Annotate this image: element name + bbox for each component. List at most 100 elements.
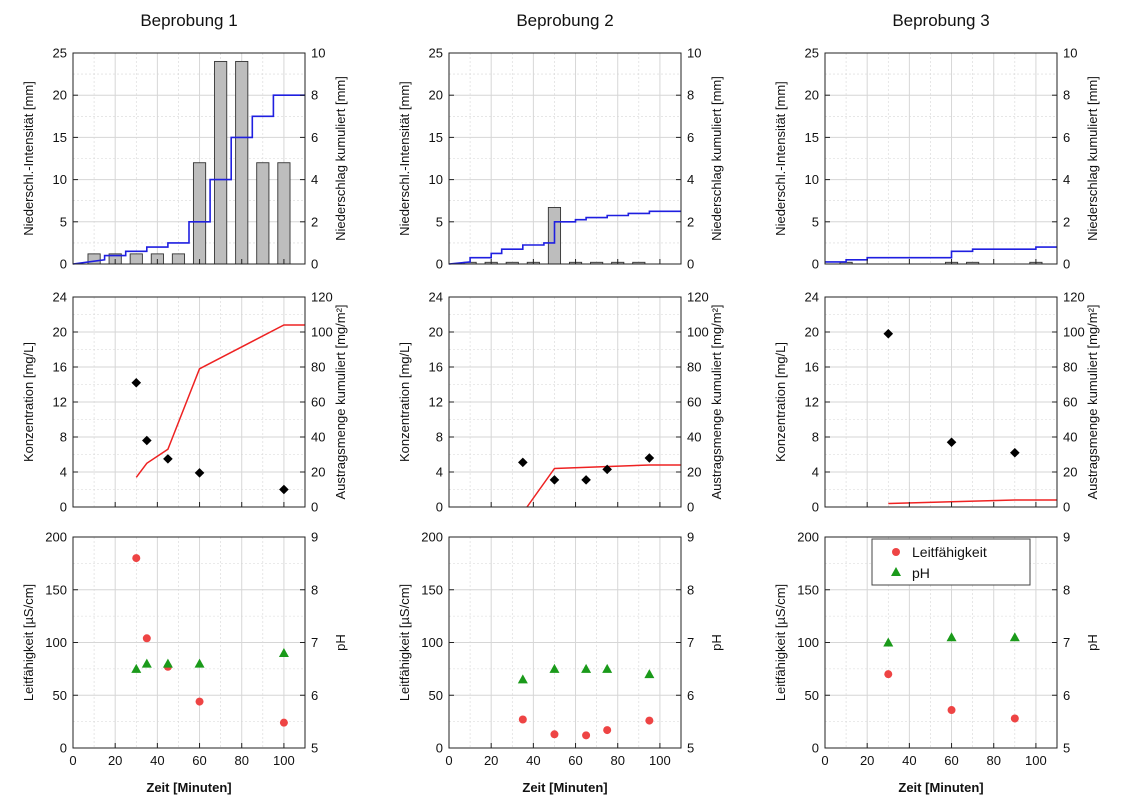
right-tick-label: 5 <box>1063 741 1070 756</box>
data-layer <box>72 60 1057 740</box>
left-tick-label: 0 <box>436 257 443 272</box>
left-tick-label: 4 <box>812 465 819 480</box>
conductivity-point <box>603 726 612 735</box>
left-tick-label: 0 <box>812 500 819 515</box>
left-tick-label: 16 <box>429 360 443 375</box>
x-tick-label: 20 <box>108 753 122 768</box>
right-tick-label: 2 <box>687 214 694 229</box>
legend-marker-ph <box>891 567 901 576</box>
right-tick-label: 4 <box>1063 172 1070 187</box>
left-tick-label: 20 <box>429 325 443 340</box>
left-axis-label: Konzentration [mg/L] <box>397 342 412 462</box>
left-tick-label: 0 <box>60 741 67 756</box>
right-tick-label: 6 <box>687 130 694 145</box>
plot-frame <box>72 52 306 265</box>
ph-point <box>883 637 894 647</box>
right-tick-label: 9 <box>687 530 694 545</box>
left-tick-label: 8 <box>60 430 67 445</box>
left-tick-label: 5 <box>812 214 819 229</box>
left-tick-label: 150 <box>797 582 819 597</box>
right-axis-label: Niederschlag kumuliert [mm] <box>333 76 348 241</box>
right-tick-label: 40 <box>311 430 325 445</box>
ph-point <box>517 674 528 684</box>
left-tick-label: 100 <box>797 635 819 650</box>
concentration-point <box>581 475 591 485</box>
left-tick-label: 5 <box>60 214 67 229</box>
left-tick-label: 24 <box>805 290 819 305</box>
right-tick-label: 60 <box>687 395 701 410</box>
ph-point <box>131 663 142 673</box>
left-tick-label: 16 <box>805 360 819 375</box>
left-tick-label: 20 <box>805 325 819 340</box>
right-tick-label: 0 <box>687 500 694 515</box>
right-tick-label: 6 <box>1063 130 1070 145</box>
left-tick-label: 0 <box>60 500 67 515</box>
x-tick-label: 20 <box>484 753 498 768</box>
plot-frame <box>448 52 682 265</box>
right-tick-label: 60 <box>1063 395 1077 410</box>
right-tick-label: 8 <box>1063 582 1070 597</box>
left-axis-label: Niederschl.-Intensität [mm] <box>21 81 36 236</box>
ph-point <box>194 658 205 668</box>
conductivity-point <box>645 716 654 725</box>
right-tick-label: 8 <box>687 582 694 597</box>
right-axis-label: Austragsmenge kumuliert [mg/m²] <box>333 304 348 499</box>
ph-point <box>1009 632 1020 642</box>
left-axis-label: Konzentration [mg/L] <box>21 342 36 462</box>
right-axis-label: Austragsmenge kumuliert [mg/m²] <box>1085 304 1100 499</box>
left-tick-label: 100 <box>45 635 67 650</box>
right-tick-label: 2 <box>1063 214 1070 229</box>
right-tick-label: 4 <box>311 172 318 187</box>
left-tick-label: 12 <box>429 395 443 410</box>
right-tick-label: 0 <box>311 257 318 272</box>
right-tick-label: 8 <box>687 88 694 103</box>
left-tick-label: 20 <box>805 88 819 103</box>
left-tick-label: 12 <box>53 395 67 410</box>
right-tick-label: 4 <box>687 172 694 187</box>
x-tick-label: 40 <box>150 753 164 768</box>
left-axis-label: Leitfähigkeit [µS/cm] <box>773 584 788 701</box>
right-tick-label: 20 <box>687 465 701 480</box>
left-tick-label: 24 <box>53 290 67 305</box>
left-tick-label: 15 <box>429 130 443 145</box>
left-tick-label: 25 <box>429 46 443 61</box>
right-tick-label: 6 <box>1063 688 1070 703</box>
x-tick-label: 60 <box>192 753 206 768</box>
rain-bar <box>214 60 228 265</box>
right-tick-label: 7 <box>311 635 318 650</box>
right-tick-label: 120 <box>1063 290 1085 305</box>
left-tick-label: 200 <box>421 530 443 545</box>
right-tick-label: 6 <box>687 688 694 703</box>
right-tick-label: 100 <box>311 325 333 340</box>
x-tick-label: 60 <box>568 753 582 768</box>
x-tick-label: 0 <box>821 753 828 768</box>
column-title: Beprobung 1 <box>140 11 237 30</box>
right-tick-label: 5 <box>687 741 694 756</box>
column-title: Beprobung 2 <box>516 11 613 30</box>
conductivity-point <box>1010 714 1019 723</box>
left-tick-label: 50 <box>429 688 443 703</box>
left-axis-label: Niederschl.-Intensität [mm] <box>773 81 788 236</box>
conductivity-point <box>195 697 204 706</box>
concentration-point <box>518 457 528 468</box>
concentration-point <box>1010 447 1020 458</box>
right-tick-label: 60 <box>311 395 325 410</box>
right-axis-label: Austragsmenge kumuliert [mg/m²] <box>709 304 724 499</box>
left-tick-label: 4 <box>436 465 443 480</box>
x-tick-label: 40 <box>526 753 540 768</box>
conductivity-point <box>142 634 151 643</box>
conductivity-point <box>518 715 527 724</box>
x-tick-label: 60 <box>944 753 958 768</box>
cumulative-load-line <box>526 464 681 508</box>
cumulative-rain-line <box>72 94 305 265</box>
conductivity-point <box>947 706 956 715</box>
right-tick-label: 0 <box>1063 257 1070 272</box>
text-layer: Beprobung 105101520250246810Niederschl.-… <box>21 11 1100 795</box>
concentration-point <box>883 328 894 339</box>
ph-point <box>549 663 560 673</box>
right-tick-label: 80 <box>687 360 701 375</box>
left-axis-label: Leitfähigkeit [µS/cm] <box>21 584 36 701</box>
left-tick-label: 50 <box>53 688 67 703</box>
x-axis-label: Zeit [Minuten] <box>146 780 231 795</box>
conductivity-point <box>884 670 893 679</box>
